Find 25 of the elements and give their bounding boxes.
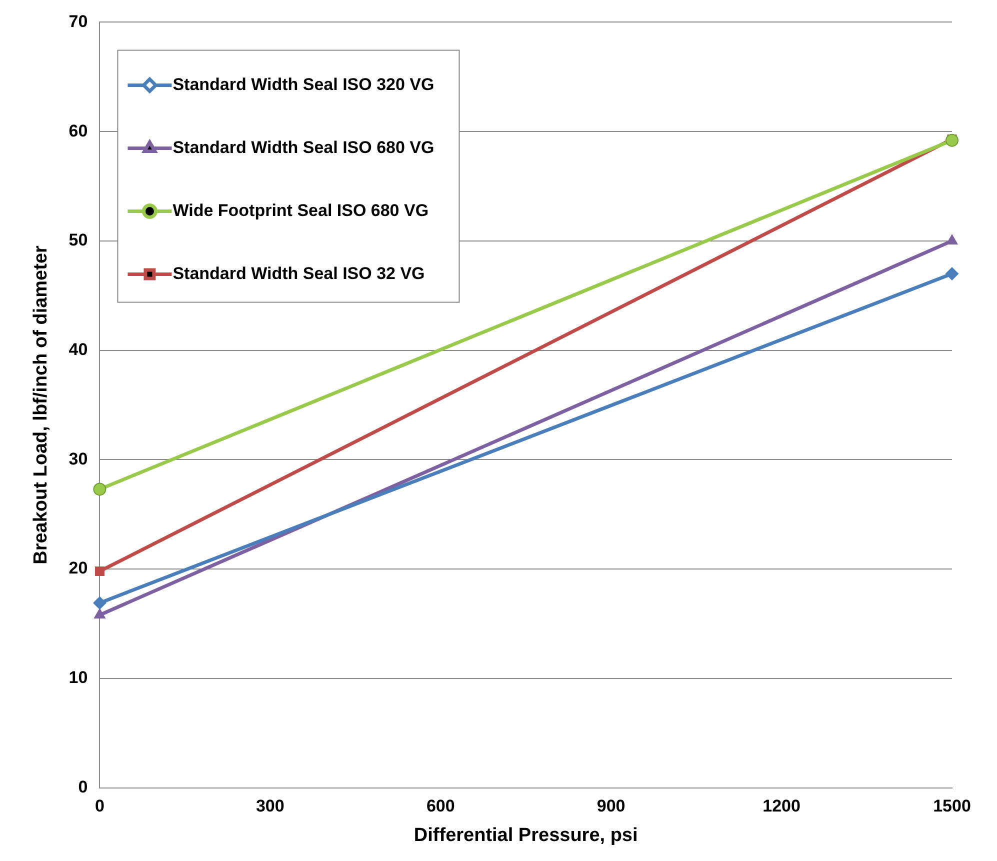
x-tick-label: 600: [426, 796, 455, 816]
y-tick-label: 70: [68, 12, 88, 31]
legend-label: Standard Width Seal ISO 32 VG: [172, 264, 425, 283]
point: [93, 482, 106, 496]
x-tick-label: 0: [94, 796, 104, 816]
x-tick-label: 900: [596, 796, 626, 816]
legend-label: Standard Width Seal ISO 680 VG: [172, 138, 434, 157]
point: [93, 596, 106, 610]
x-tick-label: 300: [256, 796, 284, 816]
y-tick-label: 0: [78, 777, 88, 796]
y-tick-label: 10: [68, 668, 88, 688]
legend-label: Standard Width Seal ISO 320 VG: [172, 74, 434, 94]
y-tick-label: 50: [68, 230, 88, 250]
point: [946, 267, 958, 280]
y-tick-label: 20: [68, 558, 88, 578]
legend-label: Wide Footprint Seal ISO 680 VG: [172, 200, 429, 220]
y-tick-label: 60: [68, 121, 88, 140]
y-tick-label: 30: [68, 449, 88, 468]
x-tick-label: 1500: [933, 796, 971, 816]
x-tick-label: 1200: [762, 796, 800, 816]
point: [94, 566, 104, 576]
point: [946, 134, 958, 147]
x-axis-title: Differential Pressure, psi: [414, 824, 638, 846]
y-tick-label: 40: [68, 340, 88, 359]
y-axis-title: Breakout Load, lbf/inch of diameter: [30, 244, 52, 564]
